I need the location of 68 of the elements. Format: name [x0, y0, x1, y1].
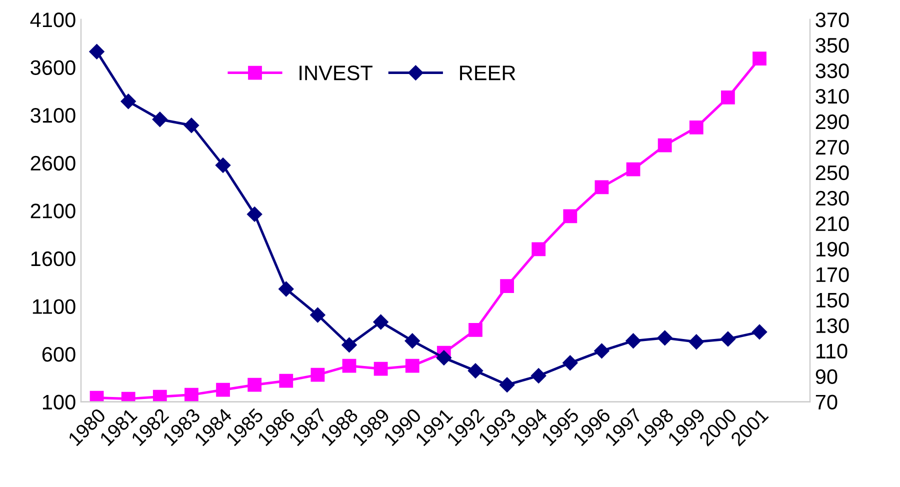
- point: [468, 322, 482, 337]
- y2-tick-label: 250: [816, 165, 849, 180]
- y2-tick-label: 190: [816, 242, 849, 257]
- point: [689, 120, 704, 134]
- point: [752, 52, 766, 66]
- y-tick-label: 2600: [30, 156, 76, 171]
- point: [752, 324, 768, 340]
- point: [247, 206, 262, 222]
- point: [404, 333, 420, 348]
- point: [184, 388, 198, 402]
- y-tick-label: 3600: [30, 60, 76, 76]
- point: [532, 242, 546, 256]
- y2-tick-label: 90: [816, 369, 838, 384]
- y2-tick-label: 210: [816, 216, 849, 232]
- point: [310, 368, 325, 382]
- y-tick-label: 600: [42, 346, 76, 362]
- point: [626, 333, 641, 348]
- y2-tick-label: 110: [816, 344, 848, 359]
- point: [310, 307, 326, 323]
- point: [152, 390, 167, 402]
- y2-tick-label: 230: [816, 190, 849, 206]
- y2-tick-label: 370: [816, 12, 849, 28]
- y2-tick-label: 330: [816, 63, 849, 78]
- point: [89, 44, 104, 60]
- point: [531, 368, 546, 384]
- y2-tick-label: 310: [816, 88, 849, 104]
- point: [563, 209, 578, 224]
- point: [216, 382, 230, 397]
- y2-tick-label: 350: [816, 38, 849, 53]
- point: [658, 138, 672, 152]
- y2-tick-label: 70: [816, 394, 838, 410]
- point: [279, 374, 294, 388]
- point: [278, 281, 294, 297]
- y-tick-label: 1100: [32, 299, 76, 314]
- point: [720, 331, 736, 347]
- legend-label: INVEST: [300, 66, 372, 80]
- point: [248, 378, 262, 392]
- point: [152, 112, 168, 127]
- y-tick-label: 2100: [30, 204, 76, 218]
- y2-tick-label: 170: [816, 267, 849, 282]
- y2-tick-label: 130: [816, 318, 849, 334]
- point: [374, 362, 388, 376]
- y2-tick-label: 290: [816, 114, 849, 130]
- y-tick-label: 3100: [30, 108, 76, 123]
- point: [342, 358, 356, 373]
- point: [626, 162, 640, 176]
- point: [499, 377, 515, 392]
- y-tick-label: 100: [42, 394, 76, 410]
- point: [373, 314, 388, 330]
- point: [215, 158, 231, 173]
- y-tick-label: 4100: [30, 12, 76, 28]
- point: [342, 337, 357, 353]
- y2-tick-label: 150: [816, 292, 849, 308]
- point: [594, 180, 609, 194]
- point: [688, 334, 704, 350]
- point: [594, 343, 610, 358]
- point: [468, 363, 484, 378]
- point: [184, 118, 200, 133]
- point: [436, 350, 452, 366]
- point: [657, 330, 672, 346]
- point: [405, 358, 420, 373]
- point: [562, 355, 578, 370]
- point: [120, 94, 136, 109]
- y2-tick-label: 270: [816, 140, 849, 155]
- point: [721, 90, 735, 104]
- point: [500, 279, 514, 293]
- legend-label: REER: [460, 66, 516, 80]
- y-tick-label: 1600: [31, 251, 76, 266]
